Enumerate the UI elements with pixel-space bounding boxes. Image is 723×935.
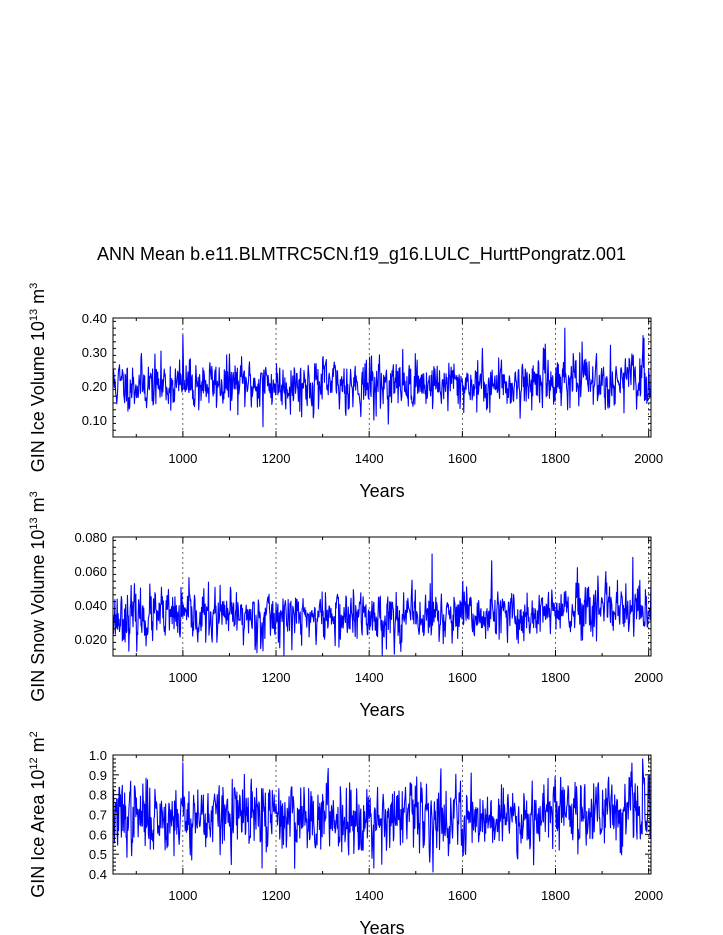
plot-frame (112, 536, 652, 657)
page-title: ANN Mean b.e11.BLMTRC5CN.f19_g16.LULC_Hu… (97, 244, 626, 264)
y-axis-label-text: GIN Snow Volume 10 (28, 530, 48, 702)
chart-panel-3: 1000 1200 1400 1600 1800 2000 0.4 0.5 0.6 0.7 0.8 0… (28, 731, 663, 935)
y-axis-label-text: m (28, 737, 48, 757)
x-tick-label: 1200 (262, 451, 291, 466)
y-tick-label: 0.040 (74, 598, 107, 613)
x-axis-label: Years (359, 481, 404, 501)
y-axis-label-superscript: 2 (28, 731, 40, 737)
y-tick-label: 0.30 (82, 345, 107, 360)
y-tick-label: 0.6 (89, 827, 107, 842)
y-axis-label: GIN Ice Volume 1013 m3 (28, 283, 48, 472)
y-tick-label: 0.7 (89, 808, 107, 823)
y-axis-label-superscript: 12 (28, 757, 40, 769)
x-tick-label: 1000 (168, 451, 197, 466)
y-axis-label-superscript: 13 (28, 517, 40, 529)
y-axis-label: GIN Ice Area 1012 m2 (28, 731, 48, 897)
x-tick-label: 1600 (448, 451, 477, 466)
y-axis-label-superscript: 3 (28, 283, 40, 289)
x-axis-label: Years (359, 918, 404, 935)
y-axis-label: GIN Snow Volume 1013 m3 (28, 491, 48, 701)
x-tick-label: 1000 (168, 670, 197, 685)
y-axis-label-text: m (28, 497, 48, 517)
y-tick-label: 0.4 (89, 867, 107, 882)
y-tick-label: 0.9 (89, 768, 107, 783)
y-tick-label: 0.080 (74, 530, 107, 545)
data-series-line (112, 327, 652, 428)
y-tick-label: 1.0 (89, 748, 107, 763)
x-tick-label: 1400 (355, 451, 384, 466)
chart-panel-2: 1000 1200 1400 1600 1800 2000 0.020 0.040 0.060 0… (28, 491, 663, 720)
x-tick-label: 1800 (541, 670, 570, 685)
y-tick-label: 0.020 (74, 632, 107, 647)
y-tick-label: 0.8 (89, 788, 107, 803)
x-tick-label: 1800 (541, 451, 570, 466)
x-tick-label: 1400 (355, 670, 384, 685)
data-series-line (112, 758, 652, 873)
x-tick-label: 1600 (448, 888, 477, 903)
x-tick-label: 2000 (634, 451, 663, 466)
y-tick-label: 0.20 (82, 379, 107, 394)
plot-frame (112, 317, 652, 438)
y-tick-label: 0.10 (82, 413, 107, 428)
data-series-line (112, 553, 652, 656)
chart-panel-1: 1000 1200 1400 1600 1800 2000 0.10 0.20 0.30 0.40… (28, 283, 663, 501)
y-tick-label: 0.5 (89, 847, 107, 862)
x-tick-label: 2000 (634, 888, 663, 903)
x-tick-label: 1200 (262, 888, 291, 903)
y-axis-label-superscript: 13 (28, 309, 40, 321)
x-tick-label: 1200 (262, 670, 291, 685)
x-tick-label: 2000 (634, 670, 663, 685)
y-axis-label-superscript: 3 (28, 491, 40, 497)
y-tick-label: 0.40 (82, 311, 107, 326)
x-tick-label: 1600 (448, 670, 477, 685)
x-axis-label: Years (359, 700, 404, 720)
x-tick-label: 1400 (355, 888, 384, 903)
x-tick-label: 1800 (541, 888, 570, 903)
y-axis-label-text: GIN Ice Area 10 (28, 770, 48, 898)
y-axis-label-text: m (28, 289, 48, 309)
y-tick-label: 0.060 (74, 564, 107, 579)
x-tick-label: 1000 (168, 888, 197, 903)
y-axis-label-text: GIN Ice Volume 10 (28, 321, 48, 472)
